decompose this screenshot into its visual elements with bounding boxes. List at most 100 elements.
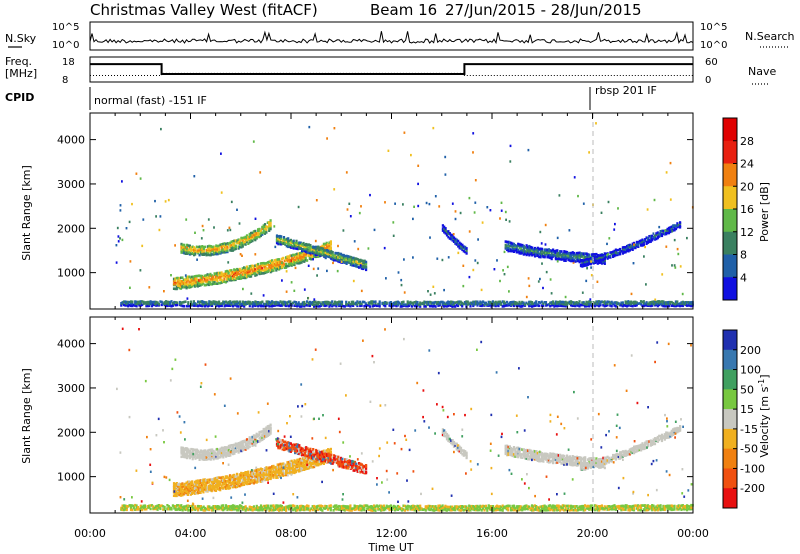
data-cell — [308, 300, 311, 304]
data-cell — [522, 452, 525, 456]
data-cell — [143, 301, 147, 304]
data-cell — [266, 432, 269, 436]
data-cell — [302, 447, 305, 451]
data-cell — [621, 246, 624, 249]
data-cell — [596, 255, 599, 259]
data-cell — [528, 250, 531, 254]
data-cell — [255, 439, 258, 443]
data-cell — [213, 477, 216, 480]
data-cell — [353, 466, 357, 469]
data-cell — [307, 452, 311, 456]
data-cell — [574, 255, 577, 258]
data-cell — [205, 276, 208, 280]
data-cell — [222, 248, 225, 251]
data-cell — [303, 246, 306, 250]
data-cell — [526, 249, 530, 253]
data-cell — [135, 300, 138, 304]
noise-cell — [259, 171, 262, 174]
data-cell — [254, 441, 257, 444]
data-cell — [517, 448, 520, 452]
data-cell — [286, 264, 289, 268]
data-cell — [645, 240, 648, 244]
data-cell — [268, 429, 271, 433]
data-cell — [322, 244, 325, 248]
noise-cell — [340, 260, 343, 263]
data-cell — [186, 285, 190, 289]
data-cell — [301, 461, 304, 465]
data-cell — [235, 269, 239, 273]
data-cell — [546, 248, 549, 252]
data-cell — [178, 493, 181, 497]
data-cell — [368, 305, 372, 308]
data-cell — [640, 241, 643, 244]
data-cell — [269, 428, 272, 432]
data-cell — [182, 282, 185, 285]
data-cell — [278, 475, 281, 478]
data-cell — [607, 255, 611, 258]
data-cell — [549, 301, 552, 305]
data-cell — [504, 240, 507, 243]
data-cell — [206, 486, 209, 489]
data-cell — [327, 458, 330, 462]
data-cell — [209, 458, 212, 461]
data-cell — [476, 300, 479, 304]
data-cell — [258, 430, 261, 434]
data-cell — [186, 277, 190, 281]
noise-cell — [384, 201, 386, 204]
data-cell — [209, 487, 212, 490]
data-cell — [172, 484, 176, 488]
data-cell — [384, 304, 387, 308]
data-cell — [637, 242, 640, 246]
data-cell — [410, 305, 413, 308]
data-cell — [662, 300, 665, 303]
data-cell — [572, 304, 575, 307]
data-cell — [233, 302, 236, 306]
data-cell — [245, 445, 249, 448]
data-cell — [352, 469, 355, 472]
data-cell — [259, 267, 262, 271]
data-cell — [539, 249, 542, 253]
data-cell — [223, 477, 226, 481]
data-cell — [220, 271, 223, 274]
data-cell — [190, 453, 193, 456]
data-cell — [244, 235, 247, 239]
ytick-label: 3000 — [57, 178, 85, 191]
data-cell — [294, 460, 297, 463]
data-cell — [178, 277, 181, 280]
data-cell — [224, 479, 227, 483]
noise-cell — [438, 205, 441, 208]
data-cell — [457, 243, 460, 246]
data-cell — [295, 239, 298, 243]
data-cell — [252, 475, 255, 478]
data-cell — [234, 479, 237, 483]
data-cell — [365, 268, 368, 272]
noise-cell — [303, 288, 306, 291]
noise-cell — [615, 251, 617, 255]
data-cell — [214, 476, 218, 480]
data-cell — [538, 452, 541, 456]
data-cell — [184, 249, 187, 253]
data-cell — [206, 276, 209, 279]
data-cell — [289, 263, 292, 267]
data-cell — [320, 461, 323, 465]
data-cell — [564, 256, 567, 259]
data-cell — [185, 487, 188, 491]
data-cell — [289, 260, 292, 264]
data-cell — [303, 468, 306, 471]
data-cell — [238, 269, 241, 273]
data-cell — [320, 246, 323, 250]
data-cell — [307, 243, 311, 246]
data-cell — [227, 302, 230, 305]
data-cell — [244, 266, 247, 270]
data-cell — [553, 302, 556, 305]
data-cell — [606, 302, 609, 305]
data-cell — [353, 460, 357, 464]
data-cell — [288, 446, 291, 449]
data-cell — [276, 476, 279, 479]
data-cell — [271, 263, 274, 266]
data-cell — [644, 239, 647, 243]
data-cell — [639, 302, 643, 306]
noise-cell — [652, 232, 655, 235]
noise-cell — [646, 208, 649, 211]
noise-cell — [527, 277, 530, 280]
